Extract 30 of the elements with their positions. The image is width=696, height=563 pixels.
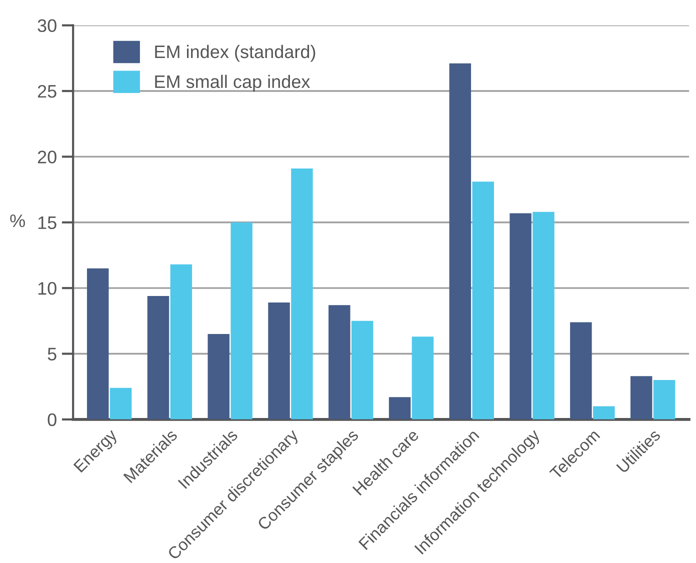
y-tick-label: 0: [48, 413, 56, 426]
bar: [170, 264, 192, 420]
y-tick-label: 15: [38, 216, 56, 230]
bar: [110, 388, 132, 420]
legend-label: EM small cap index: [155, 74, 310, 92]
bar: [388, 397, 411, 420]
bar: [653, 380, 676, 420]
y-axis-title: %: [10, 214, 25, 228]
y-tick-label: 25: [38, 84, 56, 98]
bar: [208, 334, 230, 420]
bar: [291, 168, 313, 420]
bar: [147, 296, 170, 420]
bar: [412, 336, 434, 420]
bar: [532, 212, 554, 420]
bar: [86, 268, 109, 420]
bar: [570, 322, 592, 420]
bar: [630, 376, 652, 420]
y-tick-label: 5: [48, 348, 56, 360]
bar: [328, 305, 350, 420]
bar: [351, 320, 374, 420]
bar: [268, 302, 290, 420]
bar: [472, 182, 494, 420]
bar: [510, 213, 532, 420]
bar: [449, 63, 472, 420]
y-tick-label: 20: [38, 150, 56, 164]
bar: [230, 222, 252, 420]
legend-label: EM index (standard): [155, 44, 316, 62]
y-tick-label: 10: [38, 282, 56, 295]
bar: [593, 406, 615, 420]
y-tick-label: 30: [38, 19, 56, 32]
